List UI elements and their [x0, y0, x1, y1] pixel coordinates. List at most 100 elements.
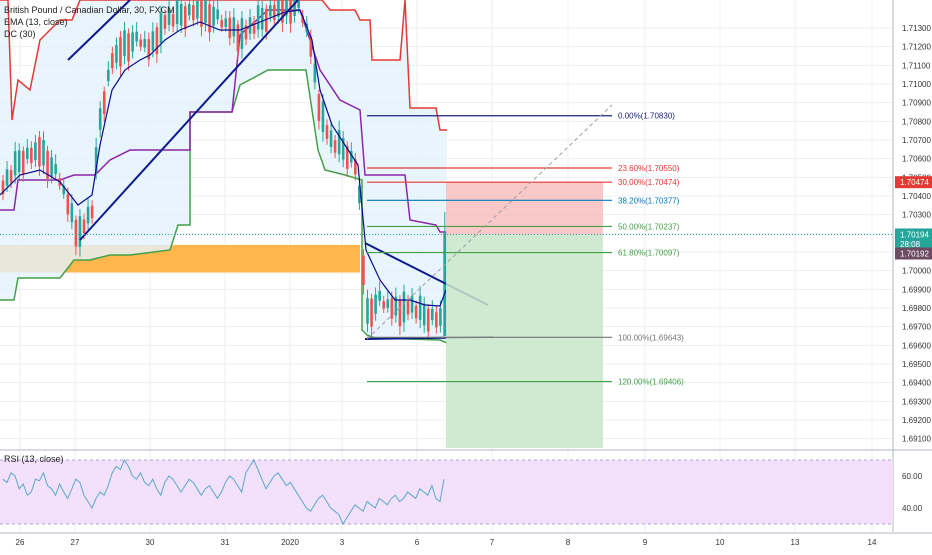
price-badge [895, 228, 932, 241]
stop-loss-zone [446, 182, 603, 235]
price-badge-label: 28:08 [900, 240, 921, 249]
candle-body [414, 305, 418, 319]
legend-symbol: British Pound / Canadian Dollar, 30, FXC… [4, 5, 175, 15]
candle-body [5, 169, 9, 186]
price-tick-label: 1.71300 [902, 24, 931, 33]
fib-level-label: 0.00%(1.70830) [618, 112, 675, 121]
candle-body [418, 295, 422, 320]
price-badge [895, 176, 932, 189]
candle-body [366, 298, 369, 324]
candle-body [325, 125, 329, 139]
candle-body [313, 63, 317, 83]
fib-level-label: 23.60%(1.70550) [618, 164, 680, 173]
donchian-lower [0, 69, 448, 344]
candle-body [183, 6, 187, 30]
candle-body [358, 185, 361, 204]
candle-body [204, 0, 207, 23]
time-tick-label: 27 [71, 538, 80, 547]
candle-body [9, 170, 13, 183]
candle-body [175, 0, 179, 25]
candle-body [115, 45, 118, 63]
candle-body [264, 8, 268, 32]
time-tick-label: 2020 [281, 538, 299, 547]
candle-body [281, 0, 284, 23]
candle-body [151, 31, 155, 51]
price-tick-label: 1.69900 [902, 285, 931, 294]
candle-body [285, 0, 288, 16]
candle-body [74, 219, 78, 247]
rsi-tick-label: 40.00 [902, 504, 923, 513]
candle-body [426, 308, 430, 332]
candle-body [188, 4, 191, 16]
candle-body [82, 219, 86, 234]
donchian-fill [0, 0, 447, 343]
candle-body [30, 147, 33, 163]
fib-trend-line [366, 104, 613, 340]
candle-body [159, 12, 163, 44]
candle-body [252, 21, 256, 34]
candle-body [309, 36, 313, 57]
candle-body [192, 5, 195, 21]
time-tick-label: 7 [490, 538, 495, 547]
candle-body [394, 296, 398, 316]
candle-body [1, 180, 5, 195]
candle-body [139, 39, 142, 47]
candle-body [273, 4, 276, 20]
rsi-line [2, 458, 445, 526]
candle-body [345, 146, 349, 169]
legend-dc: DC (30) [4, 29, 36, 39]
candle-body [402, 291, 406, 323]
time-tick-label: 10 [716, 538, 725, 547]
rsi-tick-label: 60.00 [902, 472, 923, 481]
time-tick-label: 3 [340, 538, 345, 547]
candle-body [354, 159, 357, 175]
candle-body [78, 216, 82, 247]
candle-body [337, 130, 341, 155]
candle-body [70, 203, 74, 223]
candle-body [208, 4, 211, 33]
candle-body [147, 39, 151, 60]
donchian-basis [0, 9, 447, 233]
candle-body [410, 296, 414, 313]
candle-body [333, 140, 337, 153]
candle-body [212, 6, 215, 26]
candle-body [34, 142, 37, 161]
candle-body [422, 303, 426, 326]
fib-level-label: 30.00%(1.70474) [618, 178, 680, 187]
candle-body [46, 150, 49, 179]
candle-body [232, 17, 236, 37]
time-tick-label: 30 [146, 538, 155, 547]
candle-body [398, 299, 402, 327]
price-tick-label: 1.70300 [902, 211, 931, 220]
price-badge [895, 247, 932, 260]
price-tick-label: 1.69400 [902, 379, 931, 388]
candle-body [386, 299, 390, 308]
price-tick-label: 1.70400 [902, 192, 931, 201]
candle-body [38, 137, 41, 167]
candle-body [362, 255, 365, 285]
candle-body [66, 194, 70, 215]
time-tick-label: 8 [566, 538, 571, 547]
price-tick-label: 1.70900 [902, 99, 931, 108]
chart-legend: British Pound / Canadian Dollar, 30, FXC… [4, 4, 175, 40]
take-profit-zone [446, 234, 603, 448]
candle-body [370, 298, 373, 327]
time-tick-label: 6 [415, 538, 420, 547]
price-tick-label: 1.69500 [902, 360, 931, 369]
time-tick-label: 26 [16, 538, 25, 547]
candle-body [317, 94, 321, 121]
candle-body [406, 300, 410, 315]
candle-body [321, 101, 325, 132]
donchian-upper [0, 0, 447, 131]
time-tick-label: 14 [868, 538, 877, 547]
ema-line [0, 9, 447, 307]
fib-level-label: 61.80%(1.70097) [618, 249, 680, 258]
candle-body [62, 185, 66, 195]
price-tick-label: 1.70800 [902, 117, 931, 126]
candle-body [240, 18, 244, 49]
candle-body [277, 0, 280, 17]
candle-body [135, 31, 138, 42]
price-badge-label: 1.70194 [900, 230, 929, 239]
